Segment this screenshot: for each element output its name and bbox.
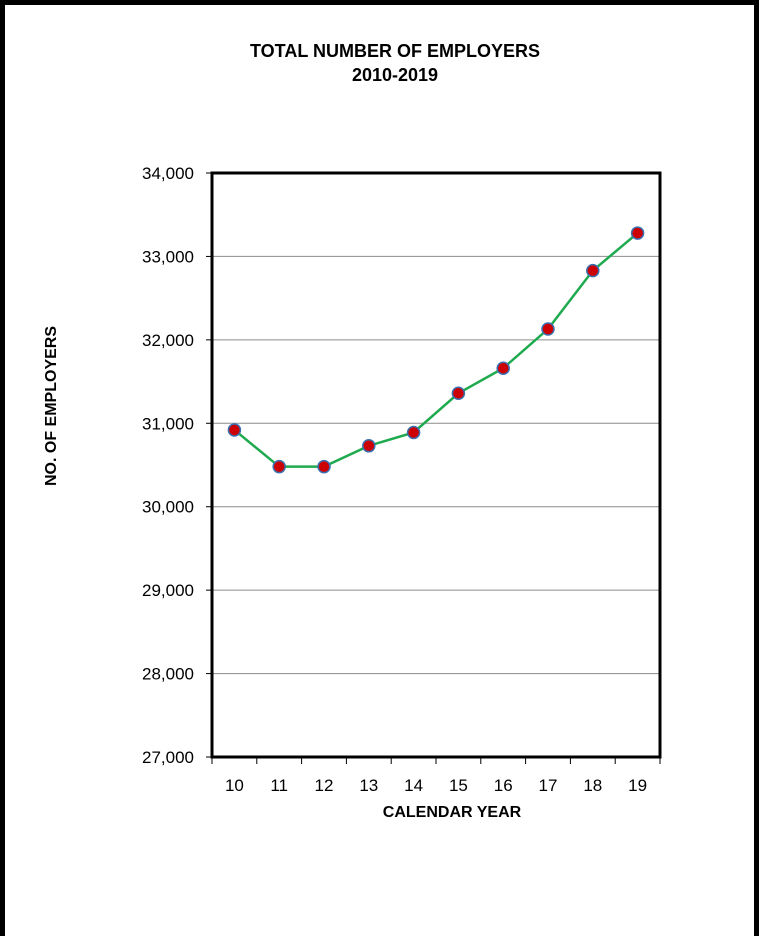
x-axis-label: CALENDAR YEAR <box>383 804 522 821</box>
data-point <box>227 423 242 437</box>
series-line <box>233 232 639 468</box>
x-tick-label: 19 <box>628 776 647 795</box>
y-tick-label: 34,000 <box>142 164 194 183</box>
x-tick-label: 18 <box>583 776 602 795</box>
y-axis-ticks: 27,000 28,000 29,000 30,000 31,000 32,000 33,0… <box>142 164 212 767</box>
plot-area <box>210 171 662 759</box>
data-point <box>541 322 555 336</box>
gridlines <box>212 255 660 675</box>
y-tick-label: 30,000 <box>142 498 194 517</box>
chart-subtitle: 2010-2019 <box>352 65 438 85</box>
data-point <box>586 263 600 278</box>
data-point <box>406 425 421 440</box>
chart-title: TOTAL NUMBER OF EMPLOYERS <box>250 41 540 61</box>
x-tick-label: 13 <box>359 776 378 795</box>
x-tick-label: 15 <box>449 776 468 795</box>
y-tick-label: 31,000 <box>142 414 194 433</box>
y-tick-label: 29,000 <box>142 581 194 600</box>
data-point <box>317 459 331 474</box>
y-tick-label: 27,000 <box>142 748 194 767</box>
data-point <box>362 439 376 453</box>
x-tick-label: 14 <box>404 776 423 795</box>
y-axis-label: NO. OF EMPLOYERS <box>43 326 60 486</box>
y-tick-label: 32,000 <box>142 331 194 350</box>
x-tick-label: 17 <box>539 776 558 795</box>
x-tick-label: 10 <box>225 776 244 795</box>
data-point <box>496 361 510 375</box>
line-chart: TOTAL NUMBER OF EMPLOYERS 2010-2019 27,0… <box>43 41 662 821</box>
x-tick-label: 12 <box>315 776 334 795</box>
series-layer <box>227 226 645 474</box>
x-tick-label: 16 <box>494 776 513 795</box>
x-axis-ticks: 10 11 12 13 14 15 16 17 18 19 <box>211 757 661 795</box>
data-point <box>272 459 286 474</box>
y-tick-label: 33,000 <box>142 247 194 266</box>
x-tick-label: 11 <box>270 776 288 795</box>
y-tick-label: 28,000 <box>142 665 194 684</box>
data-point <box>630 226 645 240</box>
data-point <box>451 386 466 401</box>
